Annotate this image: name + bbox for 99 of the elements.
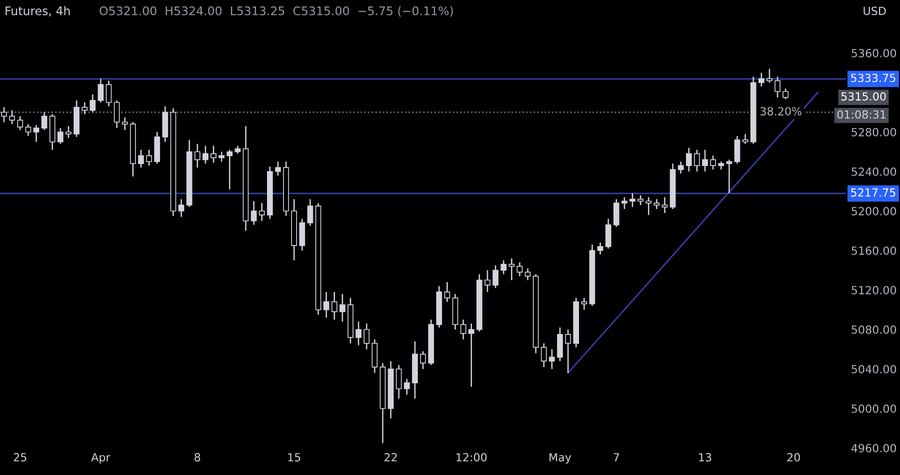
y-tick-label: 4960.00 (851, 444, 896, 452)
candlestick (630, 192, 636, 208)
candlestick (146, 149, 152, 166)
candlestick (356, 320, 362, 346)
candlestick (17, 116, 24, 131)
candlestick (678, 161, 684, 174)
candlestick (686, 147, 692, 172)
candlestick (114, 100, 120, 129)
candlestick (202, 145, 208, 164)
y-tick-label: 5080.00 (852, 325, 896, 334)
candlestick (694, 149, 700, 172)
candlestick (122, 116, 128, 131)
candlestick (82, 102, 88, 115)
candlestick (178, 198, 184, 218)
candlestick (710, 155, 716, 170)
candlestick (565, 328, 571, 374)
candlestick (646, 196, 652, 216)
chart-title: Futures, 4h (6, 6, 70, 17)
candlestick (307, 198, 314, 226)
candlestick (218, 151, 224, 162)
candlestick (638, 194, 644, 206)
x-tick-label: May (550, 453, 572, 464)
candlestick (758, 72, 764, 88)
candlestick (597, 242, 604, 256)
candlestick (460, 319, 466, 340)
candlestick (605, 218, 612, 250)
y-tick-label: 5240.00 (852, 167, 896, 176)
candlestick (41, 112, 48, 131)
annotation: 01:08:31 (837, 110, 886, 119)
candlestick (58, 127, 64, 144)
candlestick (25, 123, 32, 137)
candlestick (250, 200, 257, 226)
annotation: 38.20% (760, 107, 802, 116)
x-tick-label: 20 (787, 453, 800, 462)
candlestick (323, 291, 330, 318)
candlestick (90, 94, 96, 113)
candlestick (210, 145, 216, 164)
candlestick (516, 262, 523, 277)
candlestick (404, 378, 410, 396)
ref-line-label: 5333.75 (851, 74, 896, 82)
x-tick-label: 13 (699, 453, 712, 462)
candlestick (66, 125, 72, 139)
x-tick-label: 22 (384, 453, 397, 462)
candlestick (420, 350, 426, 370)
y-tick-label: 5200.00 (852, 206, 896, 216)
candlestick (581, 297, 588, 310)
candlestick (524, 268, 531, 281)
y-tick-label: 5000.00 (852, 404, 896, 413)
annotation: 5315.00 (841, 92, 886, 101)
candlestick (275, 161, 281, 176)
text: USD (864, 6, 886, 16)
y-tick-label: 5120.00 (852, 286, 896, 294)
candlestick (500, 260, 506, 275)
candlestick (508, 258, 515, 281)
x-tick-label: 7 (614, 453, 619, 462)
candlestick (613, 198, 620, 228)
candlestick (372, 338, 378, 374)
candlestick (492, 264, 498, 289)
candlestick (742, 133, 748, 144)
candlestick (194, 143, 200, 168)
candlestick (106, 80, 112, 107)
candlestick (662, 196, 668, 214)
x-tick-label: 8 (194, 453, 200, 462)
candlestick (468, 322, 474, 388)
candlestick (622, 196, 628, 210)
candlestick (9, 110, 16, 125)
candlestick (702, 149, 708, 172)
candlestick (540, 342, 547, 368)
candlestick (654, 198, 660, 210)
candlestick (766, 68, 772, 84)
candlestick (444, 281, 450, 302)
y-tick-label: 5360.00 (852, 48, 896, 58)
y-tick-label: 5040.00 (852, 364, 896, 374)
x-tick-label: 15 (288, 453, 300, 462)
chart-subtitle: O5321.00 H5324.00 L5313.25 C5315.00 −5.75 (−0.11%) (100, 6, 453, 17)
candlestick (484, 270, 490, 293)
candlestick (364, 322, 370, 350)
candlestick (299, 218, 306, 252)
candlestick (396, 364, 402, 400)
candlestick (33, 124, 40, 142)
x-tick-label: 25 (14, 453, 26, 462)
candlestick (774, 76, 780, 98)
y-tick-label: 5160.00 (852, 246, 896, 255)
candlestick (557, 326, 563, 362)
candlestick (138, 149, 144, 168)
candlestick (340, 293, 346, 322)
x-tick-label: Apr (91, 453, 110, 464)
candlestick (331, 291, 338, 320)
candlestick (734, 135, 740, 164)
y-tick-label: 5280.00 (852, 128, 896, 136)
ref-line-label: 5217.75 (851, 188, 896, 197)
candlestick (548, 348, 555, 370)
candlestick (98, 78, 104, 103)
candlestick (726, 159, 732, 194)
candlestick (226, 149, 233, 190)
x-tick-label: 12:00 (456, 453, 487, 462)
candlestick (782, 88, 788, 100)
candlestick (1, 106, 7, 123)
candlestick (258, 202, 265, 222)
